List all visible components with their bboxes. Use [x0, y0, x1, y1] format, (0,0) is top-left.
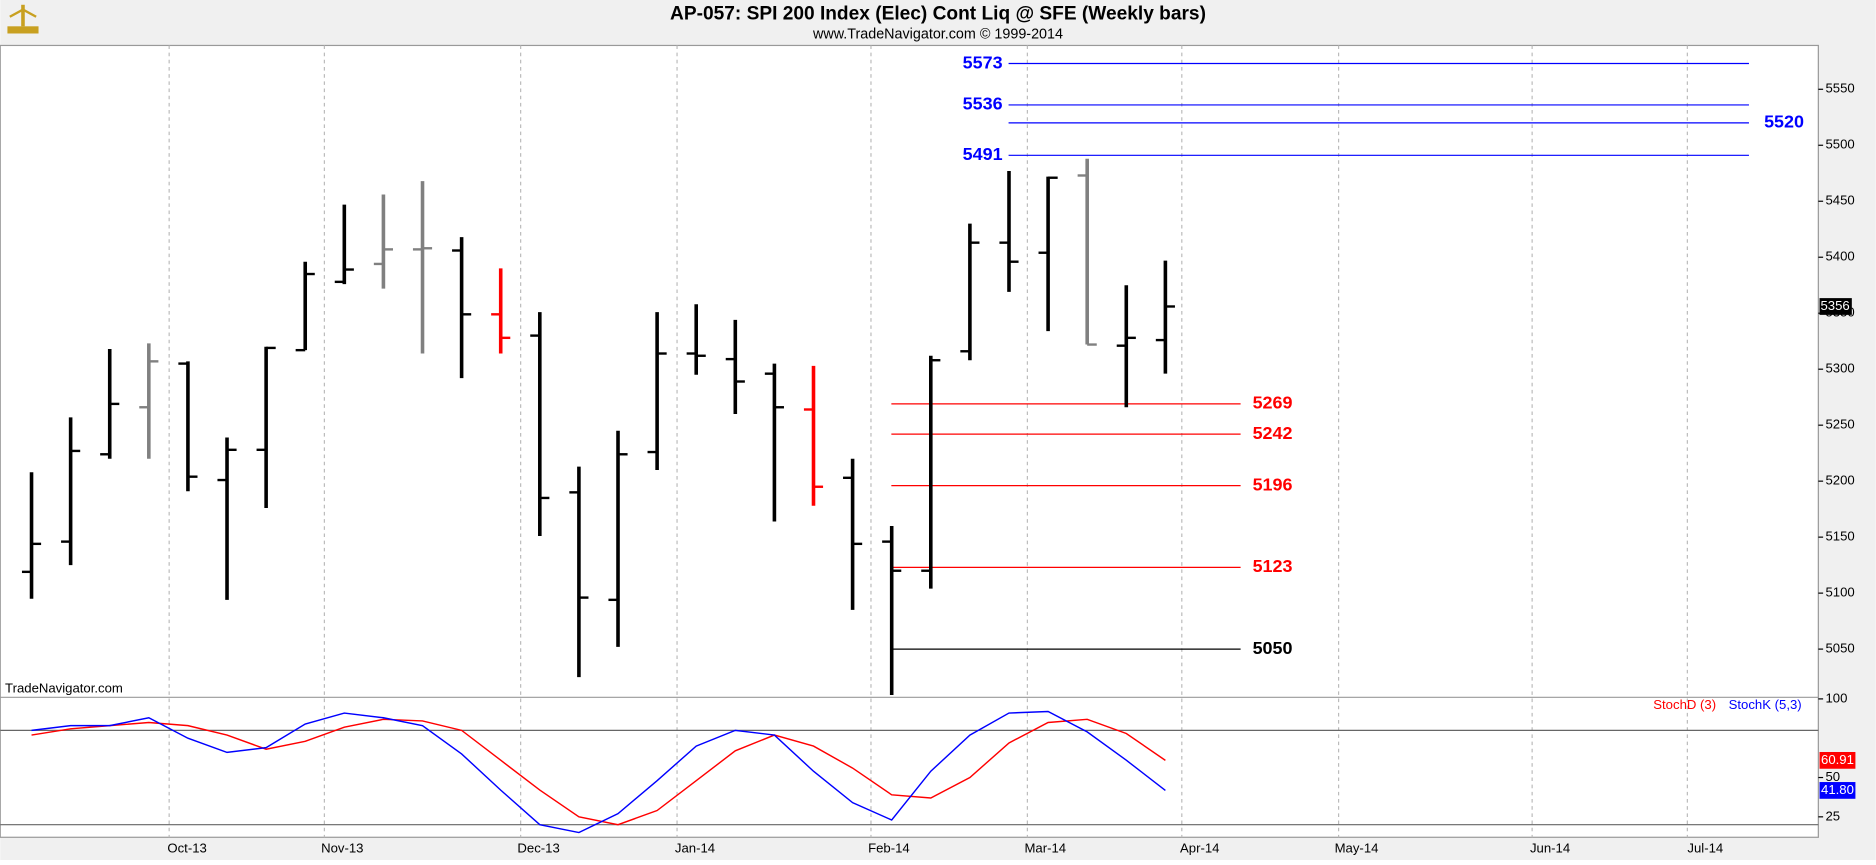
chart-title: AP-057: SPI 200 Index (Elec) Cont Liq @ … [670, 3, 1206, 24]
y-tick-label: 50 [1826, 769, 1841, 784]
ohlc-bar [100, 349, 120, 459]
last-value-box [1819, 751, 1856, 769]
level-label: 5491 [963, 144, 1003, 164]
legend-entry: StochK (5,3) [1729, 697, 1802, 712]
ohlc-bar [295, 261, 315, 352]
x-tick-label: Feb-14 [868, 841, 910, 856]
ohlc-bar [725, 319, 745, 414]
level-label: 5050 [1253, 638, 1293, 658]
x-tick-label: Jul-14 [1687, 841, 1723, 856]
level-label: 5123 [1253, 556, 1293, 576]
logo [7, 4, 39, 34]
ohlc-bar [178, 361, 198, 492]
y-tick-label: 5100 [1826, 585, 1855, 600]
ohlc-bar [843, 458, 863, 610]
y-tick-label: 5500 [1826, 137, 1855, 152]
x-tick-label: Dec-13 [517, 841, 559, 856]
y-tick-label: 5300 [1826, 361, 1855, 376]
y-tick-label: 5400 [1826, 249, 1855, 264]
ohlc-bar [491, 268, 511, 354]
ohlc-bar [1038, 176, 1058, 332]
x-tick-label: Jun-14 [1530, 841, 1570, 856]
ohlc-bar [803, 365, 824, 506]
ohlc-bar [373, 194, 393, 289]
x-tick-label: Nov-13 [321, 841, 363, 856]
last-value-box [1819, 782, 1856, 799]
watermark: TradeNavigator.com [5, 680, 123, 695]
last-value-label: 60.91 [1821, 752, 1854, 767]
y-tick-label: 5250 [1826, 417, 1855, 432]
ohlc-bar [452, 237, 472, 379]
y-tick-label: 100 [1826, 690, 1848, 705]
last-price-label: 5356 [1820, 298, 1849, 313]
level-label: 5196 [1253, 474, 1293, 494]
ohlc-bar [61, 417, 81, 566]
ohlc-bar [921, 355, 941, 589]
y-tick-label: 5550 [1826, 81, 1855, 96]
level-label: 5269 [1253, 393, 1293, 413]
x-tick-label: Apr-14 [1180, 841, 1219, 856]
last-price-box [1819, 298, 1852, 315]
x-tick-label: Mar-14 [1025, 841, 1067, 856]
stoch-line [31, 718, 1166, 826]
ohlc-bar [139, 343, 159, 459]
ohlc-bar [1155, 260, 1175, 374]
plot-area [0, 44, 1819, 838]
ohlc-bar [608, 430, 628, 647]
ohlc-bar [256, 346, 276, 509]
level-label: 5536 [963, 94, 1003, 114]
y-tick-label: 5200 [1826, 473, 1855, 488]
ohlc-bar [647, 312, 667, 470]
last-value-label: 41.80 [1821, 782, 1854, 797]
ohlc-bar [764, 363, 784, 522]
legend-entry: StochD (3) [1653, 697, 1716, 712]
ohlc-bar [530, 312, 550, 537]
level-label: 5573 [963, 52, 1003, 72]
ohlc-bar [569, 466, 589, 678]
ohlc-bar [960, 223, 980, 361]
y-tick-label: 5150 [1826, 529, 1855, 544]
stoch-line [31, 710, 1166, 834]
ohlc-bar [334, 204, 354, 285]
level-label: 5242 [1253, 423, 1293, 443]
ohlc-bar [1077, 158, 1097, 346]
x-tick-label: Oct-13 [167, 841, 206, 856]
y-tick-label: 25 [1826, 808, 1841, 823]
y-tick-label: 5450 [1826, 193, 1855, 208]
ohlc-bar [882, 525, 902, 696]
x-tick-label: Jan-14 [675, 841, 715, 856]
ohlc-bar [412, 181, 433, 354]
ohlc-bar [217, 437, 237, 600]
chart-subtitle: www.TradeNavigator.com © 1999-2014 [812, 26, 1063, 42]
ohlc-bar [999, 171, 1019, 292]
ohlc-bar [1116, 285, 1136, 408]
y-tick-label: 5050 [1826, 641, 1855, 656]
level-label: 5520 [1764, 112, 1804, 132]
x-tick-label: May-14 [1335, 841, 1379, 856]
ohlc-bar [21, 472, 42, 599]
ohlc-bar [686, 304, 706, 375]
